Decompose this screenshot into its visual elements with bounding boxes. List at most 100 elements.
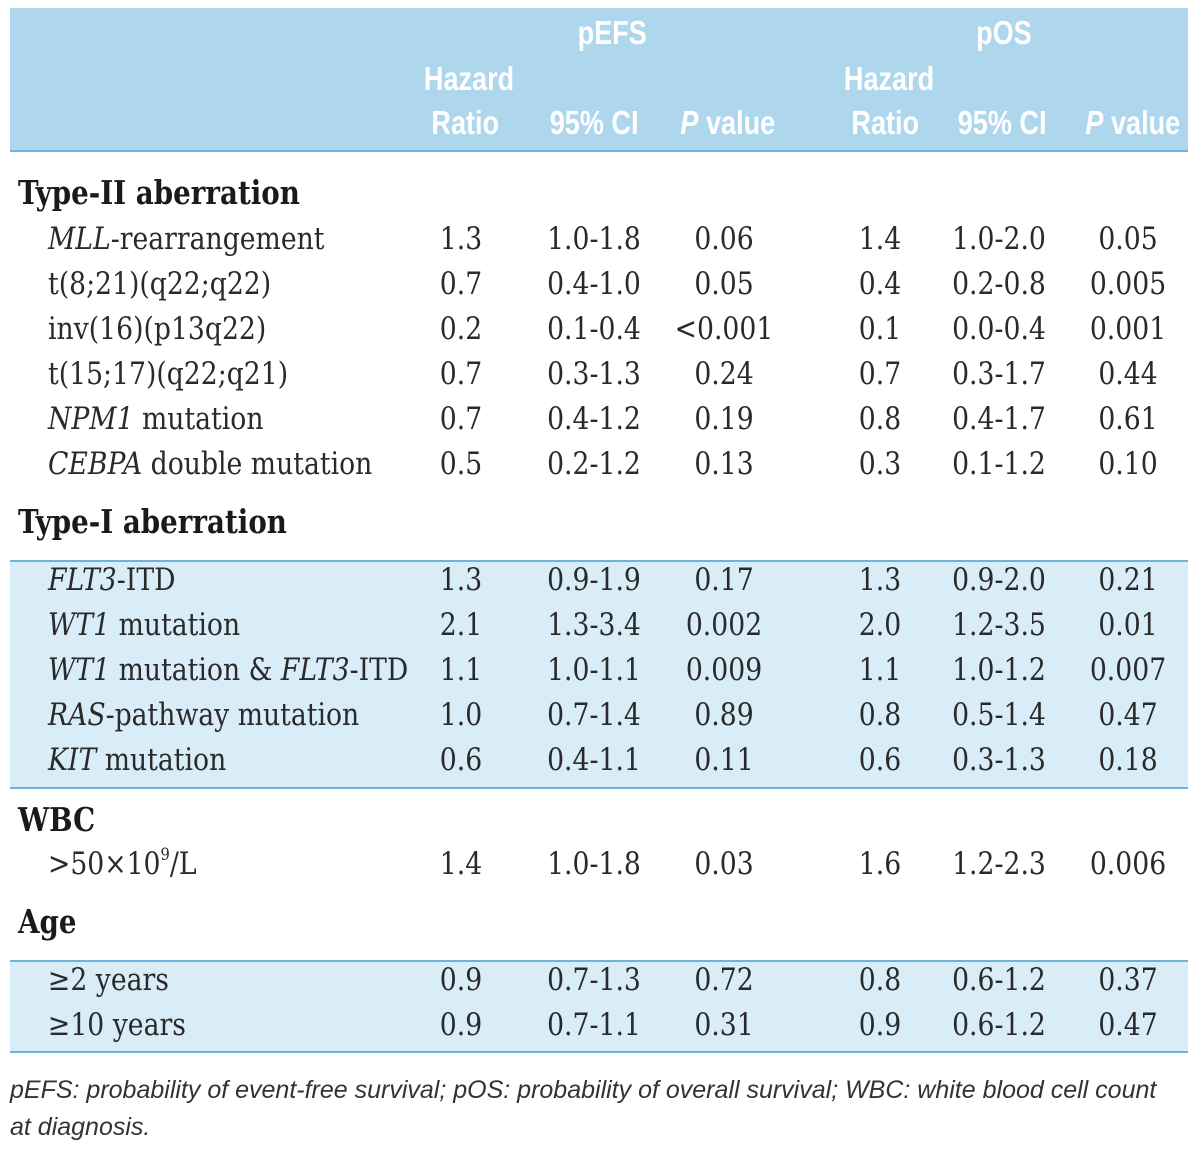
- row-label-text: t(15;17)(q22;q21): [48, 356, 289, 392]
- cell-pefs-p: 0.03: [694, 846, 754, 882]
- row-label-gene: KIT: [48, 742, 97, 778]
- cell-pos-hr: 1.3: [858, 562, 902, 598]
- cell-pefs-hr: 0.7: [439, 356, 483, 392]
- cell-pos-hr: 0.9: [858, 1007, 902, 1043]
- row-label-gene: FLT3: [280, 652, 350, 688]
- cell-pos-p: 0.007: [1089, 652, 1167, 688]
- row-label-text: ≥10 years: [48, 1007, 186, 1043]
- cell-pos-ci: 0.3-1.7: [952, 356, 1046, 392]
- row-label: NPM1 mutation: [48, 404, 264, 435]
- cell-pefs-ci: 0.4-1.1: [547, 742, 641, 778]
- row-label-gene: NPM1: [48, 401, 134, 437]
- header-group-pos: pOS: [976, 14, 1032, 51]
- cell-pos-p: 0.21: [1098, 562, 1158, 598]
- header-pos-hr-line2: Ratio: [851, 104, 920, 141]
- cell-pos-ci: 0.6-1.2: [952, 1007, 1046, 1043]
- cell-pefs-ci: 0.7-1.4: [547, 697, 641, 733]
- cell-pos-ci: 0.3-1.3: [952, 742, 1046, 778]
- row-label: WT1 mutation: [48, 610, 240, 641]
- cell-pos-ci: 1.2-3.5: [952, 607, 1046, 643]
- cell-pos-p: 0.18: [1098, 742, 1158, 778]
- row-label-text: inv(16)(p13q22): [48, 311, 267, 347]
- cell-pos-p: 0.61: [1098, 401, 1158, 437]
- row-label-gene: MLL: [48, 221, 111, 257]
- cell-pos-hr: 0.6: [858, 742, 902, 778]
- cell-pefs-p: 0.19: [694, 401, 754, 437]
- row-label: t(8;21)(q22;q22): [48, 269, 271, 300]
- cell-pos-p: 0.37: [1098, 962, 1158, 998]
- row-label-text: mutation: [133, 401, 264, 437]
- cell-pos-hr: 1.1: [858, 652, 902, 688]
- band-type1: [10, 561, 1188, 789]
- cell-pos-hr: 1.4: [858, 221, 902, 257]
- cell-pos-hr: 0.4: [858, 266, 902, 302]
- row-label-text: -pathway mutation: [105, 697, 360, 733]
- row-label: WT1 mutation & FLT3-ITD: [48, 655, 408, 686]
- cell-pos-hr: 0.8: [858, 401, 902, 437]
- cell-pos-hr: 0.8: [858, 962, 902, 998]
- cell-pefs-ci: 0.7-1.3: [547, 962, 641, 998]
- cell-pos-ci: 0.9-2.0: [952, 562, 1046, 598]
- cell-pos-p: 0.006: [1089, 846, 1167, 882]
- cell-pos-ci: 0.6-1.2: [952, 962, 1046, 998]
- cell-pefs-hr: 0.7: [439, 401, 483, 437]
- cell-pos-hr: 0.3: [858, 446, 902, 482]
- cell-pefs-p: 0.72: [694, 962, 754, 998]
- cell-pefs-hr: 1.0: [439, 697, 483, 733]
- cell-pefs-ci: 0.2-1.2: [547, 446, 641, 482]
- cell-pefs-ci: 0.7-1.1: [547, 1007, 641, 1043]
- row-label: ≥2 years: [48, 965, 169, 996]
- row-label-text: mutation: [96, 742, 227, 778]
- cell-pefs-p: 0.11: [694, 742, 754, 778]
- header-pos-p: P value: [1085, 104, 1181, 141]
- cell-pefs-p: 0.002: [685, 607, 763, 643]
- cell-pefs-p: 0.89: [694, 697, 754, 733]
- section-wbc: WBC: [18, 800, 96, 839]
- row-label-text: -ITD: [349, 652, 409, 688]
- cell-pos-hr: 0.1: [858, 311, 902, 347]
- cell-pefs-hr: 0.7: [439, 266, 483, 302]
- row-label-gene: WT1: [48, 652, 111, 688]
- section-type2: Type-II aberration: [18, 173, 300, 212]
- row-label-gene: FLT3: [48, 562, 117, 598]
- cell-pefs-ci: 1.0-1.8: [547, 846, 641, 882]
- row-label-text: ≥2 years: [48, 962, 169, 998]
- header-pos-hr-line1: Hazard: [843, 60, 935, 97]
- rule-age-top: [10, 960, 1188, 962]
- row-label: FLT3-ITD: [48, 565, 175, 596]
- row-label: MLL-rearrangement: [48, 224, 324, 255]
- row-label-gene: CEBPA: [48, 446, 143, 482]
- cell-pefs-hr: 1.3: [439, 221, 483, 257]
- cell-pos-ci: 1.2-2.3: [952, 846, 1046, 882]
- cell-pefs-hr: 0.9: [439, 962, 483, 998]
- rule-type1-top: [10, 560, 1188, 562]
- cell-pos-p: 0.05: [1098, 221, 1158, 257]
- cell-pos-p: 0.01: [1098, 607, 1158, 643]
- cell-pefs-p: 0.06: [694, 221, 754, 257]
- section-type1: Type-I aberration: [18, 502, 287, 541]
- cell-pos-ci: 0.1-1.2: [952, 446, 1046, 482]
- cell-pos-ci: 0.2-0.8: [952, 266, 1046, 302]
- header-pefs-hr-line1: Hazard: [423, 60, 515, 97]
- row-label-text: double mutation: [142, 446, 373, 482]
- row-label-gene: WT1: [48, 607, 111, 643]
- cell-pefs-hr: 1.4: [439, 846, 483, 882]
- row-label-text: /L: [169, 846, 197, 882]
- row-label-gene: RAS: [48, 697, 106, 733]
- row-label: t(15;17)(q22;q21): [48, 359, 288, 390]
- header-pefs-hr-line2: Ratio: [431, 104, 500, 141]
- cell-pos-p: 0.001: [1089, 311, 1167, 347]
- cell-pefs-hr: 0.9: [439, 1007, 483, 1043]
- header-pos-ci: 95% CI: [957, 104, 1047, 141]
- cell-pefs-p: <0.001: [674, 311, 774, 347]
- cell-pefs-ci: 0.1-0.4: [547, 311, 641, 347]
- row-label-text: t(8;21)(q22;q22): [48, 266, 272, 302]
- cell-pos-ci: 1.0-2.0: [952, 221, 1046, 257]
- section-age: Age: [18, 902, 77, 941]
- row-label: CEBPA double mutation: [48, 449, 372, 480]
- cell-pefs-p: 0.13: [694, 446, 754, 482]
- cell-pos-p: 0.44: [1098, 356, 1158, 392]
- cell-pefs-hr: 1.3: [439, 562, 483, 598]
- row-label-text: -ITD: [116, 562, 176, 598]
